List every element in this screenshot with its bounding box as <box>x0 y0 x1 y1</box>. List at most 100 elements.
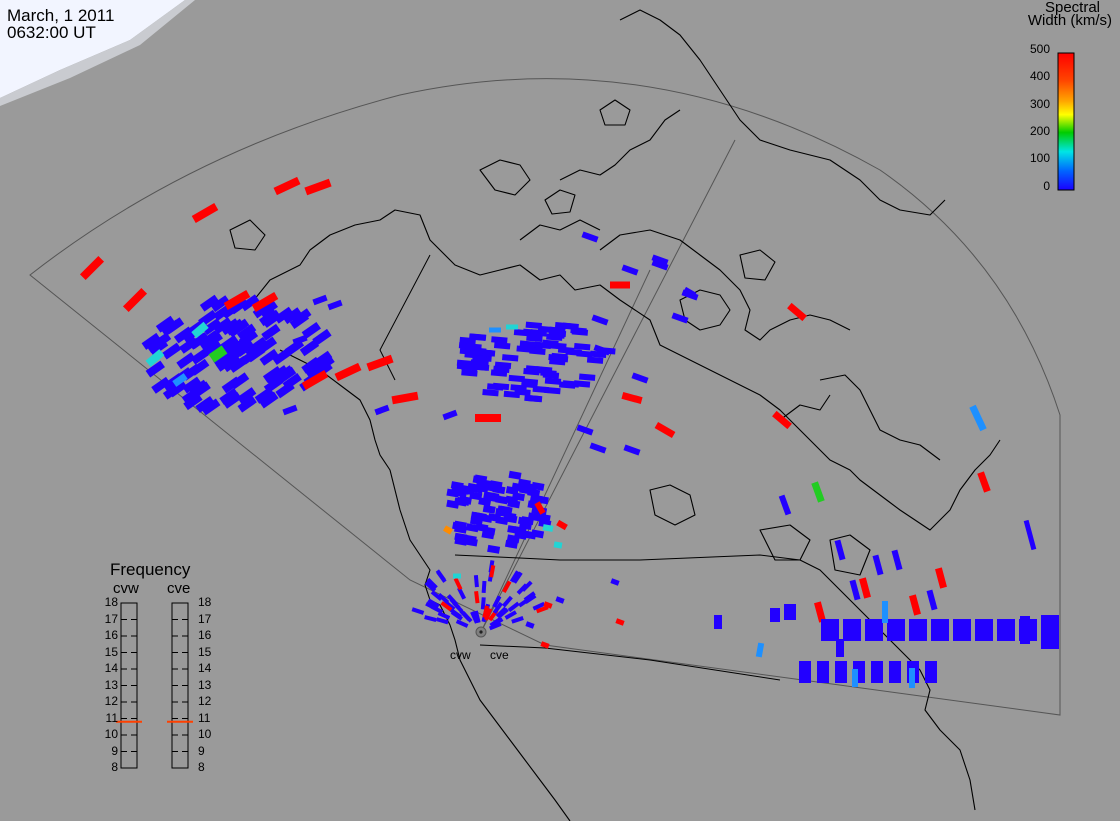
scatter-cell <box>859 577 871 599</box>
frequency-level-left: 16 <box>104 628 118 642</box>
scatter-cell <box>551 355 569 363</box>
scatter-cell <box>544 386 561 395</box>
scatter-cell <box>195 395 215 413</box>
scatter-cell <box>236 323 257 341</box>
frequency-level-left: 15 <box>104 644 118 659</box>
scatter-cell <box>508 470 522 480</box>
scatter-cell <box>327 299 343 311</box>
scatter-cell <box>492 595 502 608</box>
colorbar-title-line1: Spectral <box>1044 0 1100 16</box>
scatter-cell <box>517 516 531 526</box>
scatter-cell <box>162 342 182 360</box>
scatter-cell <box>540 641 550 649</box>
scatter-cell <box>476 348 493 357</box>
scatter-cell <box>576 424 594 436</box>
scatter-cell <box>524 594 537 605</box>
scatter-cell <box>623 444 641 456</box>
scatter-cell <box>459 336 476 345</box>
scatter-cell <box>544 377 562 385</box>
scatter-cell <box>909 668 915 688</box>
scatter-cell <box>181 387 202 404</box>
scatter-cell <box>871 661 883 683</box>
scatter-cell <box>562 322 579 330</box>
scatter-cell <box>473 574 479 588</box>
scatter-cell <box>200 330 220 348</box>
frequency-level-right: 10 <box>198 727 212 741</box>
scatter-cell <box>532 601 546 611</box>
scatter-cell <box>817 661 829 683</box>
scatter-cell <box>1020 616 1030 644</box>
scatter-cell <box>487 544 501 554</box>
scatter-cell <box>531 529 545 539</box>
scatter-cell <box>146 336 166 354</box>
scatter-cell <box>155 315 176 333</box>
frequency-level-right: 18 <box>198 595 212 609</box>
scatter-cell <box>223 290 251 310</box>
scatter-cell <box>872 554 884 576</box>
scatter-cell <box>334 362 362 382</box>
scatter-cell <box>495 606 508 618</box>
scatter-cell <box>484 492 498 502</box>
frequency-level-left: 8 <box>111 760 118 774</box>
scatter-cell <box>312 294 328 306</box>
scatter-cell <box>248 337 268 354</box>
frequency-level-left: 10 <box>104 727 118 741</box>
scatter-cell <box>301 356 321 374</box>
scatter-cell <box>891 549 903 571</box>
scatter-cell <box>240 294 260 312</box>
scatter-cell <box>374 404 390 416</box>
scatter-cell <box>527 512 541 522</box>
scatter-cell <box>151 376 171 394</box>
scatter-cell <box>843 619 861 641</box>
radar-label-cvw: cvw <box>450 648 471 662</box>
scatter-cell <box>610 281 630 289</box>
scatter-cell <box>512 571 523 584</box>
scatter-cell <box>237 387 257 404</box>
scatter-cell <box>304 178 332 196</box>
scatter-cell <box>586 356 604 364</box>
colorbar-tick-label: 0 <box>1043 178 1050 193</box>
scatter-cell <box>507 499 521 509</box>
scatter-cell <box>494 361 512 369</box>
frequency-level-right: 14 <box>198 661 212 675</box>
scatter-cell <box>459 609 471 622</box>
scatter-cell <box>455 619 469 628</box>
scatter-cell <box>191 203 219 223</box>
scatter-cell <box>475 483 489 493</box>
scatter-cell <box>482 504 496 514</box>
scatter-cell <box>482 388 499 397</box>
scatter-cell <box>442 409 458 421</box>
scatter-cell <box>516 583 528 595</box>
scatter-cell <box>997 619 1015 641</box>
scatter-cell <box>292 334 308 346</box>
scatter-cell <box>671 312 689 324</box>
scatter-cell <box>489 327 501 333</box>
scatter-cell <box>424 615 437 623</box>
scatter-cell <box>427 598 440 609</box>
scatter-cell <box>615 618 625 626</box>
scatter-cell <box>219 334 239 352</box>
scatter-cell <box>182 376 202 394</box>
scatter-cell <box>621 264 639 276</box>
scatter-cell <box>787 302 807 322</box>
scatter-cell <box>301 321 321 339</box>
scatter-cell <box>977 471 991 493</box>
scatter-cell <box>770 608 780 622</box>
scatter-cell <box>504 610 517 620</box>
scatter-cell <box>542 524 554 532</box>
scatter-cell <box>440 601 453 612</box>
scatter-cell <box>495 495 509 505</box>
scatter-cell <box>975 619 993 641</box>
frequency-level-left: 9 <box>111 743 118 758</box>
scatter-cell <box>537 513 551 523</box>
scatter-cell <box>229 297 249 315</box>
scatter-cell <box>430 590 443 602</box>
scatter-cell <box>784 604 796 620</box>
scatter-cell <box>925 661 937 683</box>
scatter-cell <box>526 334 543 342</box>
frequency-level-right: 15 <box>198 644 212 659</box>
scatter-cell <box>513 329 531 337</box>
scatter-cell <box>469 516 483 526</box>
scatter-cell <box>222 355 242 373</box>
scatter-cell <box>226 339 246 357</box>
